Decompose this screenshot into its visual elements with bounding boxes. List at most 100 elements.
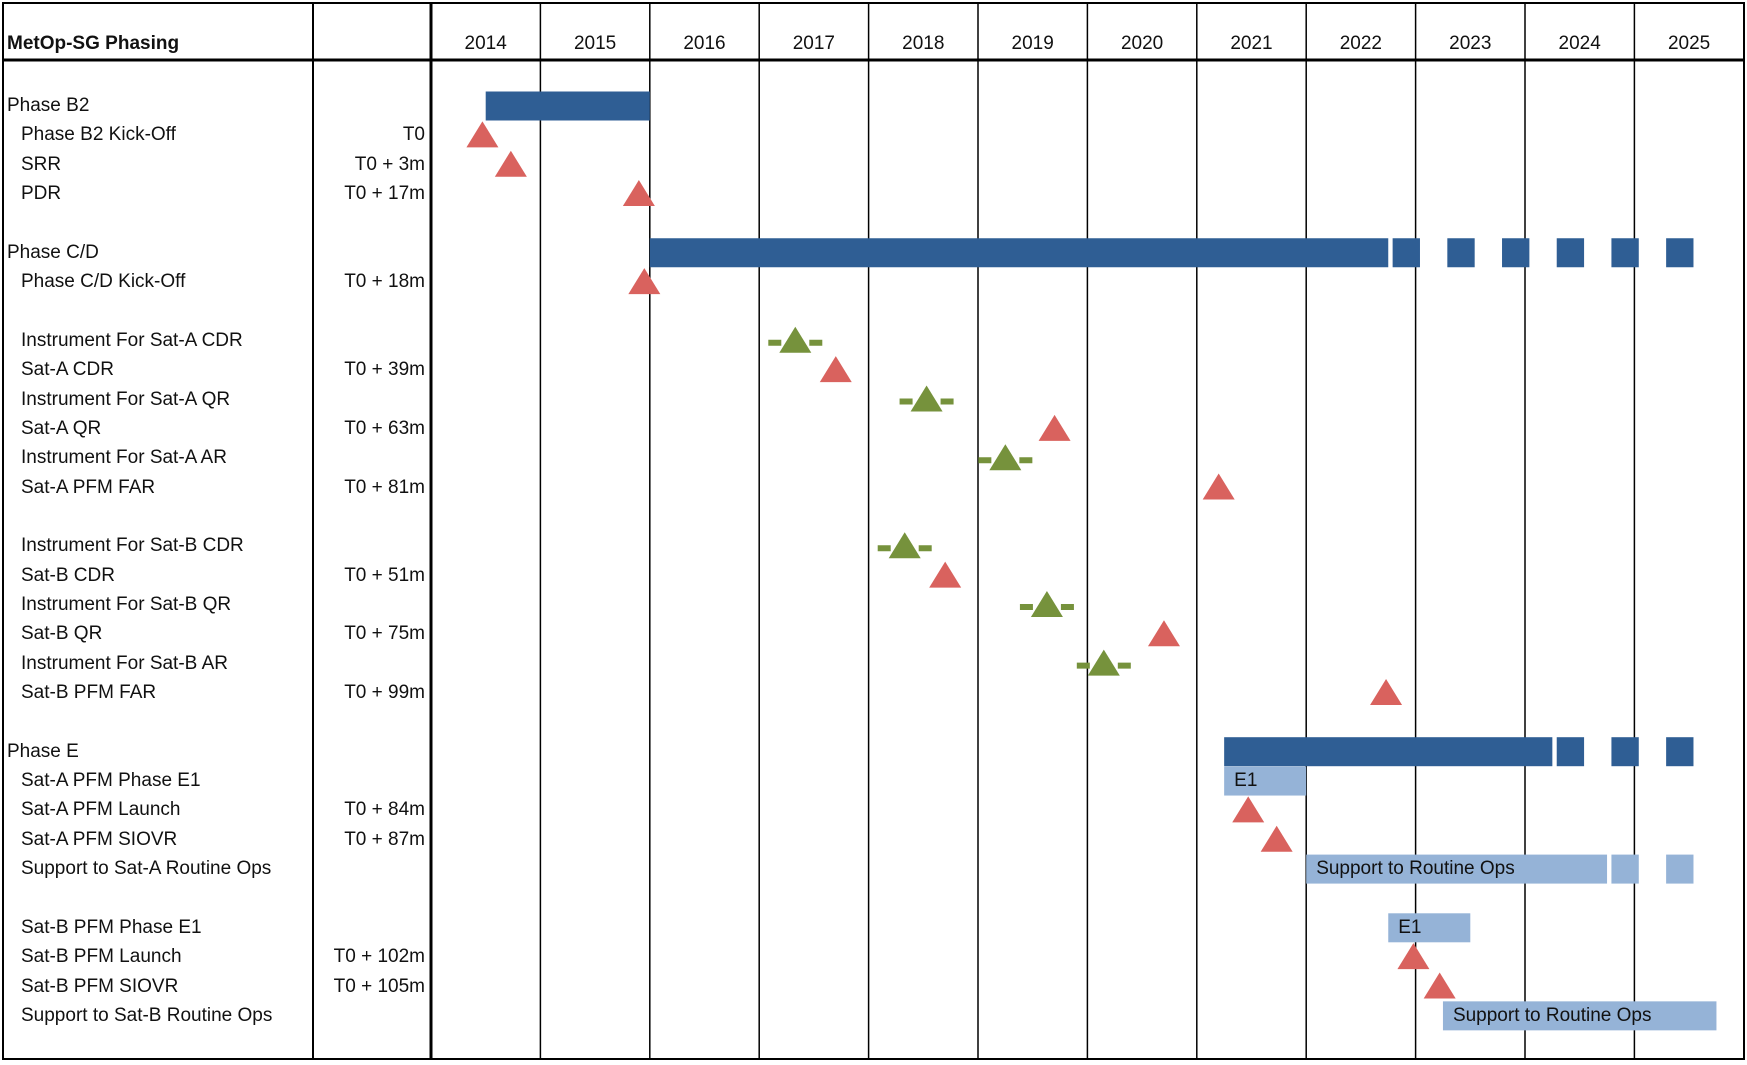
- year-label: 2014: [464, 33, 507, 54]
- year-label: 2017: [792, 33, 836, 54]
- year-label: 2020: [1120, 33, 1164, 54]
- row-time-offset: T0 + 63m: [344, 417, 425, 439]
- row-label: Support to Sat-B Routine Ops: [21, 1004, 273, 1026]
- row-label: Phase C/D: [7, 241, 99, 263]
- row-label: Sat-A CDR: [21, 359, 114, 381]
- row-label: Instrument For Sat-A CDR: [21, 329, 243, 351]
- row-time-offset: T0 + 18m: [344, 271, 425, 293]
- gantt-bar-dash: [1392, 238, 1420, 268]
- year-label: 2021: [1230, 33, 1273, 54]
- row-label: SRR: [21, 153, 62, 175]
- instrument-milestone: [989, 444, 1022, 471]
- row-label: Sat-A PFM SIOVR: [21, 828, 178, 850]
- gantt-bar-dash: [1556, 737, 1585, 767]
- gantt-bar: [1224, 766, 1307, 796]
- gantt-bar-dash: [1666, 238, 1694, 268]
- review-milestone: [628, 268, 661, 295]
- gantt-bar: [1388, 913, 1471, 943]
- row-label: Sat-A PFM FAR: [21, 476, 156, 498]
- year-label: 2016: [683, 33, 726, 54]
- gantt-bar-dash: [1447, 238, 1475, 268]
- row-time-offset: T0 + 102m: [333, 946, 425, 968]
- row-label: Support to Sat-A Routine Ops: [21, 858, 272, 880]
- row-label: Sat-B PFM FAR: [21, 682, 157, 703]
- row-label: Sat-A QR: [21, 417, 102, 439]
- gantt-bar: [1442, 1001, 1717, 1031]
- row-time-offset: T0 + 87m: [344, 828, 425, 850]
- row-label: Sat-A PFM Launch: [21, 799, 181, 821]
- review-milestone: [819, 356, 852, 383]
- gantt-bar: [1306, 854, 1608, 884]
- row-label: Phase B2 Kick-Off: [21, 124, 176, 146]
- year-label: 2024: [1558, 33, 1601, 54]
- review-milestone: [1038, 414, 1071, 441]
- year-label: 2022: [1339, 33, 1383, 54]
- instrument-milestone: [1087, 649, 1120, 676]
- row-label: Phase B2: [7, 95, 90, 116]
- row-label: Sat-B PFM Phase E1: [21, 916, 202, 938]
- gantt-bar-dash: [1611, 737, 1639, 767]
- review-milestone: [1260, 825, 1293, 852]
- gantt-bar-dash: [1611, 854, 1639, 884]
- year-label: 2019: [1011, 33, 1054, 54]
- chart-milestones: [466, 121, 1456, 999]
- row-label: PDR: [21, 183, 62, 205]
- chart-title: MetOp-SG Phasing: [7, 33, 180, 54]
- bar-label: E1: [1234, 770, 1258, 792]
- row-label: Sat-B CDR: [21, 564, 115, 586]
- year-label: 2023: [1449, 33, 1492, 54]
- instrument-milestone: [779, 326, 812, 353]
- row-time-offset: T0 + 3m: [354, 153, 425, 175]
- gantt-bar-dash: [1666, 854, 1694, 884]
- bar-label: Support to Routine Ops: [1452, 1004, 1652, 1026]
- row-label: Instrument For Sat-B QR: [21, 593, 232, 615]
- row-label: Phase C/D Kick-Off: [21, 271, 186, 293]
- review-milestone: [622, 180, 655, 207]
- gantt-bar-dash: [1611, 238, 1639, 268]
- row-label: Instrument For Sat-B AR: [21, 652, 228, 674]
- row-label: Sat-B PFM Launch: [21, 946, 182, 968]
- review-milestone: [1370, 679, 1403, 705]
- row-label: Instrument For Sat-A QR: [21, 388, 231, 410]
- row-time-offset: T0 + 51m: [344, 564, 425, 586]
- row-time-offset: T0 + 99m: [344, 682, 425, 703]
- gantt-bar: [485, 91, 650, 121]
- year-label: 2025: [1667, 33, 1711, 54]
- row-label: Sat-A PFM Phase E1: [21, 770, 201, 792]
- gantt-bar: [649, 238, 1389, 268]
- row-label: Phase E: [7, 740, 79, 762]
- row-label: Sat-B PFM SIOVR: [21, 975, 179, 997]
- review-milestone: [1423, 972, 1456, 999]
- review-milestone: [1147, 620, 1180, 647]
- row-time-offset: T0 + 75m: [344, 623, 425, 645]
- row-time-offset: T0 + 105m: [333, 975, 425, 997]
- row-label: Sat-B QR: [21, 623, 103, 645]
- row-time-offset: T0: [402, 124, 425, 146]
- year-label: 2015: [573, 33, 617, 54]
- gantt-bar-dash: [1502, 238, 1530, 268]
- row-time-offset: T0 + 84m: [344, 799, 425, 821]
- review-milestone: [494, 150, 527, 177]
- review-milestone: [929, 561, 962, 588]
- bar-label: E1: [1398, 916, 1422, 938]
- gantt-bar-dash: [1556, 238, 1585, 268]
- row-label: Instrument For Sat-B CDR: [21, 535, 244, 557]
- row-time-offset: T0 + 39m: [344, 359, 425, 381]
- row-time-offset: T0 + 17m: [344, 183, 425, 205]
- review-milestone: [1232, 796, 1265, 823]
- year-label: 2018: [902, 33, 945, 54]
- bar-label: Support to Routine Ops: [1316, 858, 1515, 880]
- gantt-bar-dash: [1666, 737, 1694, 767]
- instrument-milestone: [888, 532, 921, 559]
- review-milestone: [1397, 943, 1430, 970]
- instrument-milestone: [910, 385, 943, 412]
- chart-bars: [485, 91, 1717, 1031]
- row-label: Instrument For Sat-A AR: [21, 447, 227, 469]
- gantt-bar: [1224, 737, 1553, 767]
- row-time-offset: T0 + 81m: [344, 476, 425, 498]
- instrument-milestone: [1030, 590, 1063, 617]
- review-milestone: [1202, 473, 1235, 500]
